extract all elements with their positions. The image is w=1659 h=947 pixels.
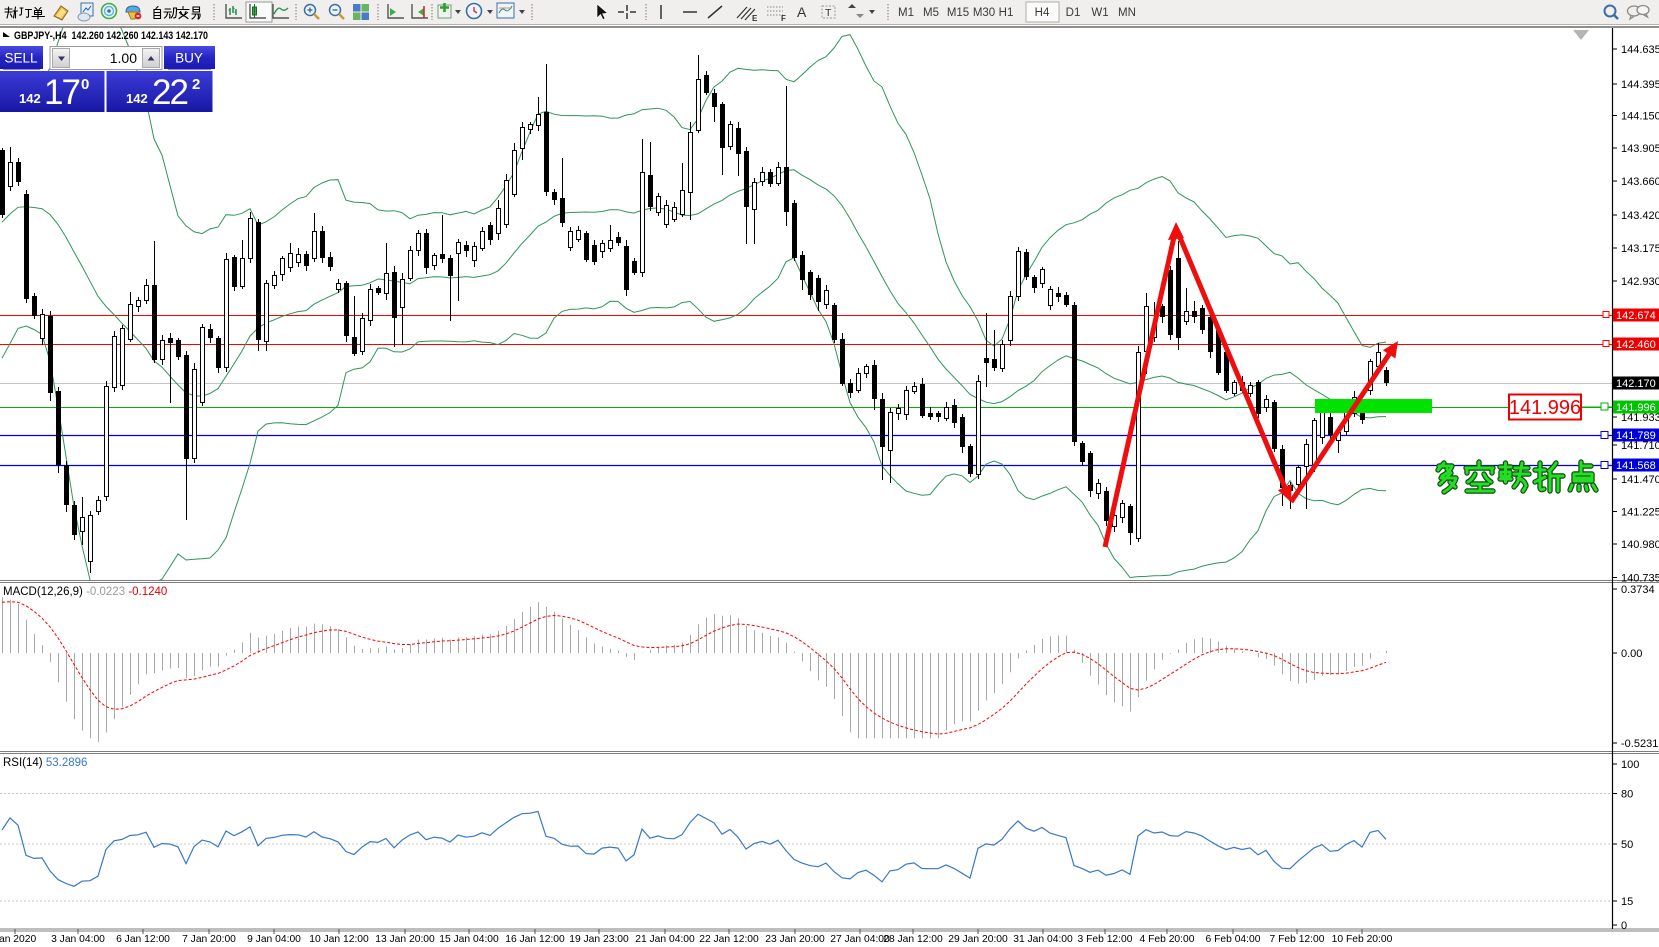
svg-text:6 Jan 12:00: 6 Jan 12:00 xyxy=(116,934,170,945)
svg-text:22 Jan 12:00: 22 Jan 12:00 xyxy=(699,934,759,945)
svg-text:Jan 2020: Jan 2020 xyxy=(0,934,36,945)
svg-text:E: E xyxy=(752,14,758,23)
svg-text:141.933: 141.933 xyxy=(1621,412,1659,424)
svg-text:10 Jan 12:00: 10 Jan 12:00 xyxy=(309,934,369,945)
svg-text:144.150: 144.150 xyxy=(1621,111,1659,123)
svg-text:142.930: 142.930 xyxy=(1621,276,1659,288)
svg-text:143.905: 143.905 xyxy=(1621,143,1659,155)
svg-text:0.00: 0.00 xyxy=(1621,648,1642,660)
svg-text:22: 22 xyxy=(152,73,187,112)
svg-text:D1: D1 xyxy=(1066,7,1081,19)
svg-text:141.225: 141.225 xyxy=(1621,507,1659,519)
svg-text:15: 15 xyxy=(1621,896,1633,908)
svg-text:141.996: 141.996 xyxy=(1509,397,1581,419)
svg-text:W1: W1 xyxy=(1091,7,1108,19)
svg-text:21 Jan 04:00: 21 Jan 04:00 xyxy=(635,934,695,945)
svg-text:140.735: 140.735 xyxy=(1621,573,1659,585)
svg-text:141.789: 141.789 xyxy=(1616,430,1656,442)
svg-text:141.996: 141.996 xyxy=(1616,402,1656,414)
svg-text:7 Jan 20:00: 7 Jan 20:00 xyxy=(182,934,236,945)
svg-text:142.674: 142.674 xyxy=(1616,310,1656,322)
svg-text:27 Jan 04:00: 27 Jan 04:00 xyxy=(830,934,890,945)
svg-text:2: 2 xyxy=(192,76,200,93)
svg-text:31 Jan 04:00: 31 Jan 04:00 xyxy=(1013,934,1073,945)
svg-text:-0.5231: -0.5231 xyxy=(1621,738,1658,750)
svg-text:80: 80 xyxy=(1621,789,1633,801)
svg-text:140.980: 140.980 xyxy=(1621,539,1659,551)
svg-text:16 Jan 12:00: 16 Jan 12:00 xyxy=(505,934,565,945)
svg-text:29 Jan 20:00: 29 Jan 20:00 xyxy=(948,934,1008,945)
svg-text:M30: M30 xyxy=(973,7,995,19)
svg-text:142.460: 142.460 xyxy=(1616,339,1656,351)
svg-text:7 Feb 12:00: 7 Feb 12:00 xyxy=(1270,934,1325,945)
svg-text:1.00: 1.00 xyxy=(110,50,137,66)
svg-text:3 Feb 12:00: 3 Feb 12:00 xyxy=(1078,934,1133,945)
svg-text:141.568: 141.568 xyxy=(1616,460,1656,472)
svg-text:0: 0 xyxy=(1621,920,1627,932)
svg-text:15 Jan 04:00: 15 Jan 04:00 xyxy=(439,934,499,945)
svg-text:144.635: 144.635 xyxy=(1621,44,1659,56)
svg-text:H1: H1 xyxy=(999,7,1014,19)
svg-text:BUY: BUY xyxy=(175,51,203,66)
svg-text:142: 142 xyxy=(19,91,41,106)
svg-text:142: 142 xyxy=(126,91,148,106)
svg-text:MN: MN xyxy=(1118,7,1136,19)
svg-text:143.420: 143.420 xyxy=(1621,210,1659,222)
svg-text:4 Feb 20:00: 4 Feb 20:00 xyxy=(1140,934,1195,945)
svg-text:T: T xyxy=(825,7,832,19)
svg-text:23 Jan 20:00: 23 Jan 20:00 xyxy=(765,934,825,945)
svg-text:17: 17 xyxy=(44,73,79,112)
svg-text:0: 0 xyxy=(81,76,89,93)
svg-text:9 Jan 04:00: 9 Jan 04:00 xyxy=(247,934,301,945)
svg-text:143.660: 143.660 xyxy=(1621,176,1659,188)
svg-text:6 Feb 04:00: 6 Feb 04:00 xyxy=(1206,934,1261,945)
svg-text:F: F xyxy=(781,14,786,23)
svg-text:143.175: 143.175 xyxy=(1621,243,1659,255)
svg-text:144.395: 144.395 xyxy=(1621,79,1659,91)
svg-text:RSI(14) 53.2896: RSI(14) 53.2896 xyxy=(3,757,87,769)
svg-text:19 Jan 23:00: 19 Jan 23:00 xyxy=(569,934,629,945)
svg-text:SELL: SELL xyxy=(4,51,38,66)
svg-text:3 Jan 04:00: 3 Jan 04:00 xyxy=(51,934,105,945)
svg-text:28 Jan 12:00: 28 Jan 12:00 xyxy=(883,934,943,945)
svg-text:A: A xyxy=(797,4,807,20)
svg-text:H4: H4 xyxy=(1035,7,1050,19)
svg-text:GBPJPY-,H4 142.260 142.260 14: GBPJPY-,H4 142.260 142.260 142.143 142.1… xyxy=(14,30,208,42)
svg-text:M5: M5 xyxy=(923,7,939,19)
svg-text:MACD(12,26,9) -0.0223 -0.1240: MACD(12,26,9) -0.0223 -0.1240 xyxy=(3,586,167,598)
svg-text:13 Jan 20:00: 13 Jan 20:00 xyxy=(375,934,435,945)
svg-text:0.3734: 0.3734 xyxy=(1621,584,1655,596)
svg-text:10 Feb 20:00: 10 Feb 20:00 xyxy=(1332,934,1393,945)
svg-text:142.170: 142.170 xyxy=(1616,378,1656,390)
svg-text:141.710: 141.710 xyxy=(1621,440,1659,452)
svg-text:M1: M1 xyxy=(898,7,914,19)
svg-text:M15: M15 xyxy=(947,7,969,19)
svg-text:50: 50 xyxy=(1621,839,1633,851)
svg-text:100: 100 xyxy=(1621,759,1639,771)
svg-text:141.470: 141.470 xyxy=(1621,474,1659,486)
